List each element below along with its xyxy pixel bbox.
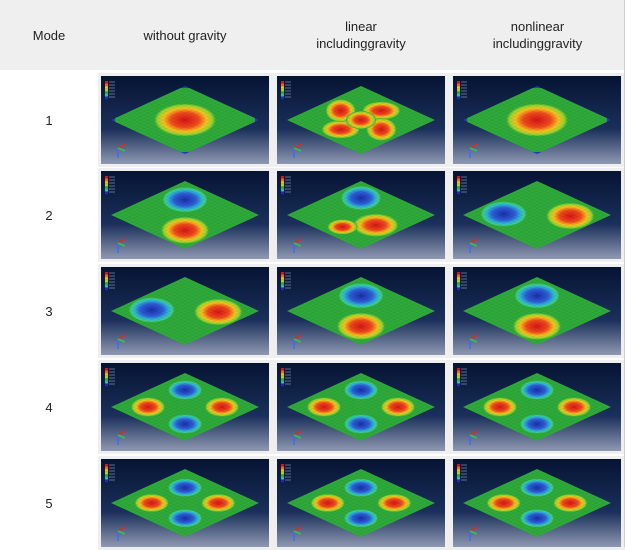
- mode-number: 1: [45, 112, 53, 128]
- mode-shape-contour-plot: [453, 76, 621, 164]
- mode-shape-contour-plot: [453, 171, 621, 259]
- mode-shape-contour-plot: [453, 459, 621, 547]
- mode-shape-contour-plot: [101, 76, 269, 164]
- mode-shape-contour-plot: [101, 267, 269, 355]
- header-without-gravity: without gravity: [143, 27, 227, 43]
- mode-shape-contour-plot: [277, 76, 445, 164]
- mode-shape-contour-plot: [101, 363, 269, 451]
- header-nonlinear-including-gravity: nonlinear includinggravity: [492, 19, 583, 51]
- mode-shape-contour-plot: [277, 459, 445, 547]
- mode-shape-contour-plot: [277, 363, 445, 451]
- mode-number: 5: [45, 495, 53, 511]
- mode-shape-contour-plot: [453, 267, 621, 355]
- mode-number: 2: [45, 207, 53, 223]
- table-header: [0, 0, 625, 70]
- mode-shape-contour-plot: [101, 171, 269, 259]
- mode-shape-contour-plot: [453, 363, 621, 451]
- header-mode: Mode: [32, 27, 66, 43]
- mode-shape-contour-plot: [101, 459, 269, 547]
- mode-number: 3: [45, 303, 53, 319]
- header-linear-including-gravity: linear includinggravity: [316, 19, 406, 51]
- mode-shape-contour-plot: [277, 267, 445, 355]
- mode-shape-contour-plot: [277, 171, 445, 259]
- mode-number: 4: [45, 399, 53, 415]
